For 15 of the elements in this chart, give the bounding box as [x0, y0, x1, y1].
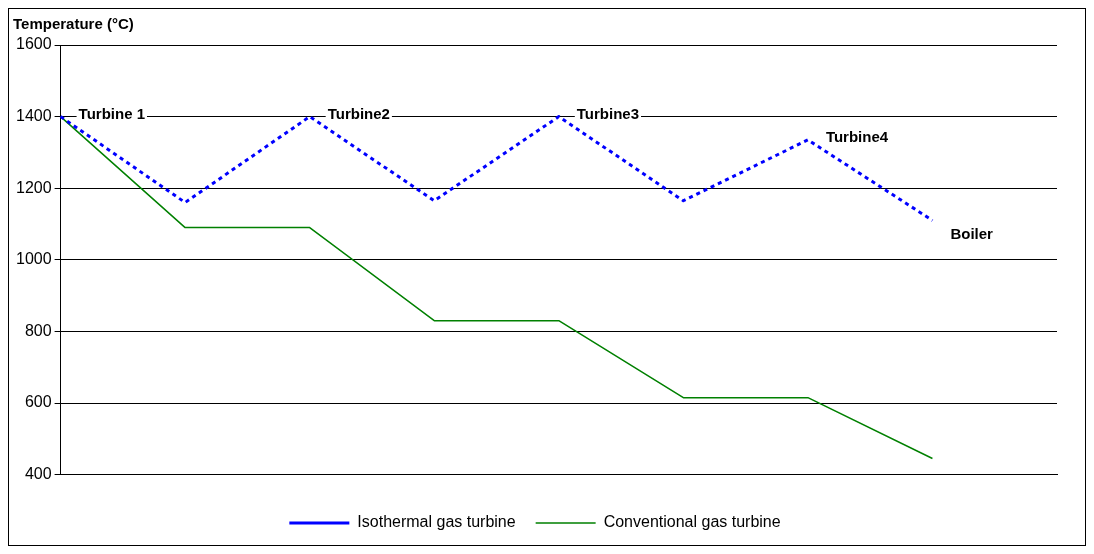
y-tick-label: 600	[24, 393, 52, 411]
y-tick-label: 1600	[16, 35, 52, 53]
legend-label: Isothermal gas turbine	[357, 513, 516, 531]
annotation: Turbine4	[825, 128, 889, 146]
y-tick-label: 1200	[16, 178, 52, 196]
y-tick-label: 800	[24, 321, 52, 339]
y-tick-label: 1000	[16, 250, 52, 268]
annotation: Boiler	[950, 224, 994, 242]
legend-label: Conventional gas turbine	[603, 513, 781, 531]
annotation: Turbine3	[576, 104, 640, 122]
y-tick-label: 400	[24, 465, 52, 483]
annotation: Turbine2	[327, 104, 390, 122]
y-tick-label: 1400	[16, 107, 52, 125]
annotation: Turbine 1	[78, 104, 145, 122]
y-axis-title: Temperature (°C)	[13, 14, 134, 32]
